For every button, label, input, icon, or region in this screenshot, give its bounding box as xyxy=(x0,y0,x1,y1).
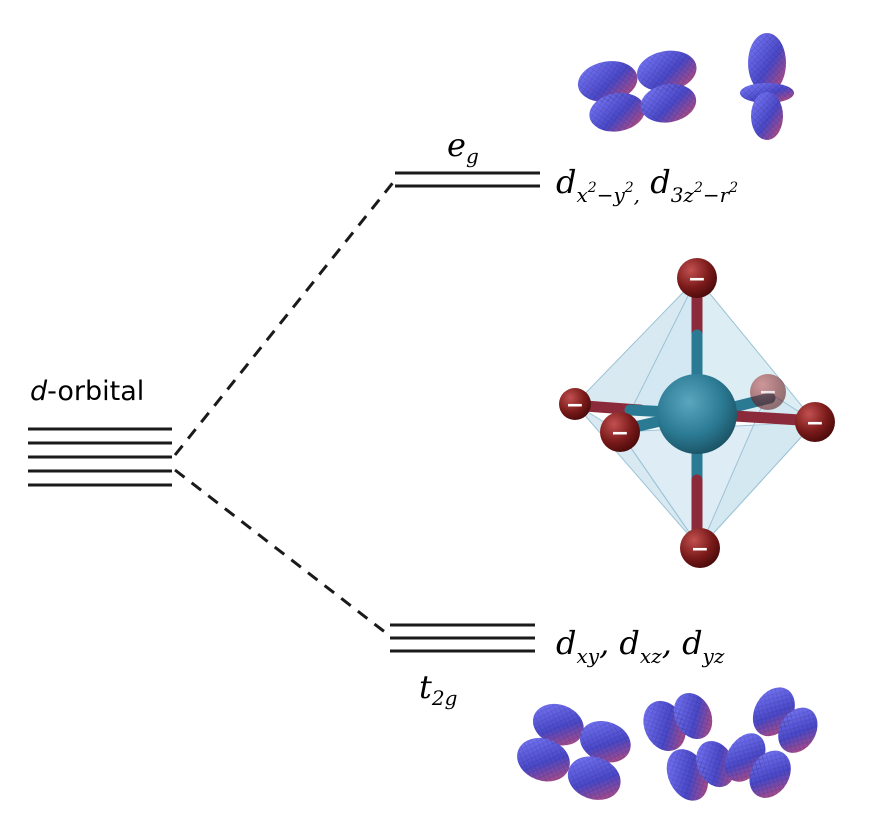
ligand-charge: − xyxy=(611,421,629,446)
ligand-charge: − xyxy=(691,537,709,562)
dx2-y2-label: dx2−y2, xyxy=(556,163,640,207)
dx2-y2-sub: x2−y2, xyxy=(576,180,641,207)
dxz-orbital-icon xyxy=(643,692,735,801)
dxy-label: dxy, xyxy=(556,624,610,668)
octahedron-face xyxy=(699,391,816,549)
dz2-sup-2: 2 xyxy=(729,180,739,196)
ligand-top xyxy=(677,258,717,298)
dxz-sub: xz xyxy=(639,644,662,668)
ligand-charge: − xyxy=(806,411,824,436)
ligand-front-left xyxy=(600,412,640,452)
dz2-orbital-icon xyxy=(740,33,794,140)
d-orbital-label-rest: -orbital xyxy=(47,376,145,407)
dxy-orbital-icon xyxy=(517,703,631,800)
dx2-y2-separator: , xyxy=(633,183,641,207)
dz2-label: d3z2−r2 xyxy=(650,163,738,207)
ligand-left xyxy=(559,388,591,420)
dxz-separator: , xyxy=(661,624,672,662)
dyz-sub: yz xyxy=(702,644,725,668)
d-orbital-levels xyxy=(28,427,172,487)
connector-to-eg xyxy=(173,179,397,456)
dyz-main: d xyxy=(682,624,703,662)
dxy-sub: xy xyxy=(576,644,600,668)
octahedral-complex-icon: − − − − − − xyxy=(559,258,835,568)
eg-label-sub: g xyxy=(465,144,479,168)
dx2-y2-sup-2: 2 xyxy=(624,180,634,196)
dx2-y2-main: d xyxy=(556,163,577,201)
t2g-label-main: t xyxy=(419,668,432,706)
dxz-label: dxz, xyxy=(619,624,672,668)
t2g-label-sub: 2g xyxy=(431,686,458,710)
ligand-charge: − xyxy=(566,393,584,418)
dxy-separator: , xyxy=(599,624,610,662)
eg-levels xyxy=(395,171,540,188)
eg-label-main: e xyxy=(447,126,466,164)
dx2-y2-sub-y: −y xyxy=(596,183,625,207)
dz2-sub: 3z2−r2 xyxy=(670,180,739,207)
eg-label: eg xyxy=(447,126,479,168)
dx2-y2-orbital-icon xyxy=(577,50,697,132)
d-orbital-label-italic: d xyxy=(30,376,48,407)
ligand-right xyxy=(795,402,835,442)
d-orbital-label: d-orbital xyxy=(30,376,144,407)
dxz-main: d xyxy=(619,624,640,662)
t2g-label: t2g xyxy=(419,668,457,710)
ligand-bottom xyxy=(680,528,720,568)
metal-center xyxy=(657,374,737,454)
t2g-orbitals-label: dxy, dxz, dyz xyxy=(556,624,724,668)
dyz-label: dyz xyxy=(682,624,724,668)
dx2-y2-sup-1: 2 xyxy=(587,180,597,196)
dz2-sup-1: 2 xyxy=(693,180,703,196)
dz2-sub-r: −r xyxy=(702,183,730,207)
eg-orbitals-label: dx2−y2, d3z2−r2 xyxy=(556,163,738,207)
dyz-orbital-icon xyxy=(724,687,818,798)
dz2-sub-3z: 3z xyxy=(670,183,694,207)
ligand-back xyxy=(750,374,786,410)
connector-to-t2g xyxy=(174,468,391,638)
ligand-charge: − xyxy=(688,267,706,292)
dx2-y2-sub-x: x xyxy=(576,183,588,207)
ligand-charge: − xyxy=(759,380,777,405)
dz2-main: d xyxy=(650,163,671,201)
t2g-levels xyxy=(390,623,535,653)
dxy-main: d xyxy=(556,624,577,662)
